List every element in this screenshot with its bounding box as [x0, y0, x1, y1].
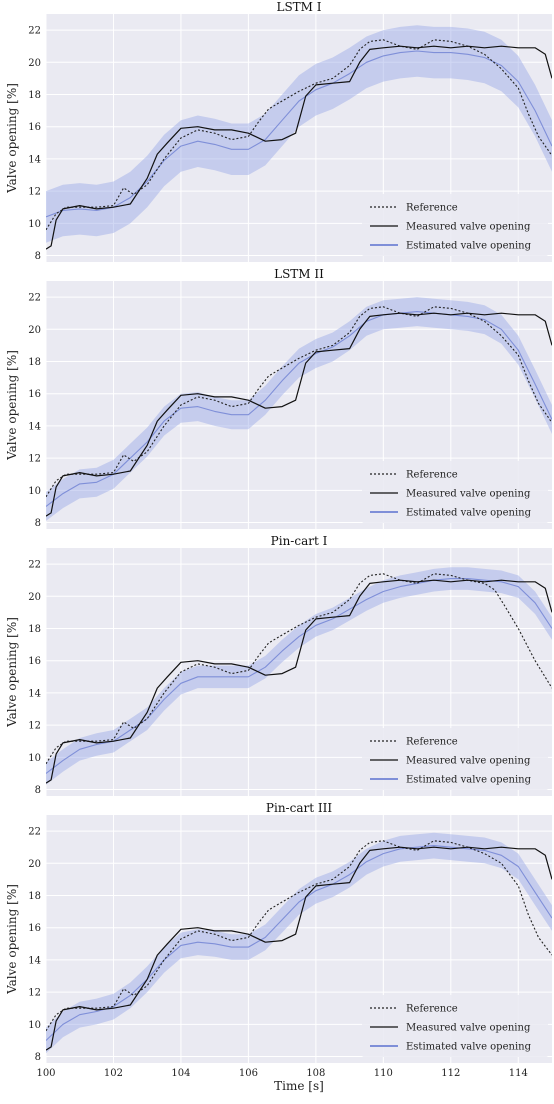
legend-entry: Measured valve opening — [406, 1023, 531, 1034]
series-line-reference — [46, 306, 552, 498]
x-tick-label: 108 — [306, 1068, 325, 1079]
y-axis-label: Valve opening [%] — [5, 617, 19, 728]
legend-box — [362, 461, 548, 523]
x-tick-label: 104 — [171, 1068, 190, 1079]
y-tick-label: 10 — [28, 219, 41, 230]
y-tick-label: 22 — [28, 560, 41, 571]
series-line-estimated-valve-opening — [46, 50, 552, 218]
legend-entry: Reference — [406, 470, 458, 481]
legend-entry: Reference — [406, 737, 458, 748]
series-line-estimated-valve-opening — [46, 311, 552, 507]
y-tick-label: 14 — [28, 421, 41, 432]
y-tick-label: 8 — [35, 1052, 41, 1063]
chart-panel: 8 10 12 14 16 18 20 22 LSTM I Valve opening [%] Re… — [5, 0, 552, 262]
chart-title: Pin-cart III — [266, 801, 332, 815]
x-tick-label: 112 — [441, 1068, 460, 1079]
chart-panel: 8 10 12 14 16 18 20 22 Pin-cart I Valve opening [… — [5, 534, 552, 796]
y-tick-label: 14 — [28, 955, 41, 966]
y-tick-label: 12 — [28, 721, 41, 732]
series-line-measured-valve-opening — [46, 45, 552, 250]
chart-panel: 8 10 12 14 16 18 20 22 LSTM II Valve opening [%] R… — [5, 267, 552, 529]
y-tick-label: 18 — [28, 357, 41, 368]
y-tick-label: 16 — [28, 656, 41, 667]
y-tick-label: 20 — [28, 58, 41, 69]
legend-entry: Reference — [406, 1004, 458, 1015]
series-line-reference — [46, 840, 552, 1032]
y-tick-label: 12 — [28, 187, 41, 198]
x-tick-label: 100 — [36, 1068, 55, 1079]
legend-entry: Measured valve opening — [406, 489, 531, 500]
series-line-reference — [46, 39, 552, 231]
legend-entry: Estimated valve opening — [406, 1042, 532, 1053]
y-tick-label: 10 — [28, 1020, 41, 1031]
y-tick-label: 22 — [28, 293, 41, 304]
chart-title: LSTM II — [274, 267, 324, 281]
series-line-estimated-valve-opening — [46, 578, 552, 774]
series-line-measured-valve-opening — [46, 846, 552, 1051]
y-tick-label: 20 — [28, 859, 41, 870]
estimated-confidence-band — [46, 297, 552, 521]
y-tick-label: 10 — [28, 753, 41, 764]
x-tick-label: 102 — [104, 1068, 123, 1079]
legend-entry: Measured valve opening — [406, 222, 531, 233]
legend-entry: Measured valve opening — [406, 756, 531, 767]
series-line-measured-valve-opening — [46, 312, 552, 517]
y-tick-label: 16 — [28, 923, 41, 934]
y-tick-label: 8 — [35, 518, 41, 529]
chart-title: LSTM I — [276, 0, 321, 14]
y-tick-label: 22 — [28, 26, 41, 37]
y-tick-label: 18 — [28, 624, 41, 635]
estimated-confidence-band — [46, 567, 552, 785]
legend-entry: Estimated valve opening — [406, 241, 532, 252]
series-line-estimated-valve-opening — [46, 845, 552, 1041]
y-tick-label: 20 — [28, 325, 41, 336]
y-tick-label: 22 — [28, 827, 41, 838]
y-axis-label: Valve opening [%] — [5, 884, 19, 995]
y-axis-label: Valve opening [%] — [5, 350, 19, 461]
y-tick-label: 10 — [28, 486, 41, 497]
y-tick-label: 20 — [28, 592, 41, 603]
legend-entry: Estimated valve opening — [406, 775, 532, 786]
estimated-confidence-band — [46, 25, 552, 243]
y-tick-label: 14 — [28, 154, 41, 165]
legend-entry: Reference — [406, 203, 458, 214]
legend-entry: Estimated valve opening — [406, 508, 532, 519]
legend-box — [362, 194, 548, 256]
x-tick-label: 106 — [239, 1068, 258, 1079]
y-tick-label: 12 — [28, 454, 41, 465]
y-tick-label: 12 — [28, 988, 41, 999]
x-axis-label: Time [s] — [274, 1079, 324, 1093]
x-tick-label: 110 — [374, 1068, 393, 1079]
y-tick-label: 8 — [35, 785, 41, 796]
y-tick-label: 16 — [28, 389, 41, 400]
chart-title: Pin-cart I — [271, 534, 328, 548]
legend-box — [362, 995, 548, 1057]
y-tick-label: 8 — [35, 251, 41, 262]
chart-panel: 8 10 12 14 16 18 20 22 100 102 104 106 108 110 112 114 P… — [5, 801, 552, 1093]
y-axis-label: Valve opening [%] — [5, 83, 19, 194]
y-tick-label: 14 — [28, 688, 41, 699]
y-tick-label: 18 — [28, 891, 41, 902]
y-tick-label: 18 — [28, 90, 41, 101]
x-tick-label: 114 — [509, 1068, 528, 1079]
legend-box — [362, 728, 548, 790]
series-line-measured-valve-opening — [46, 579, 552, 784]
y-tick-label: 16 — [28, 122, 41, 133]
